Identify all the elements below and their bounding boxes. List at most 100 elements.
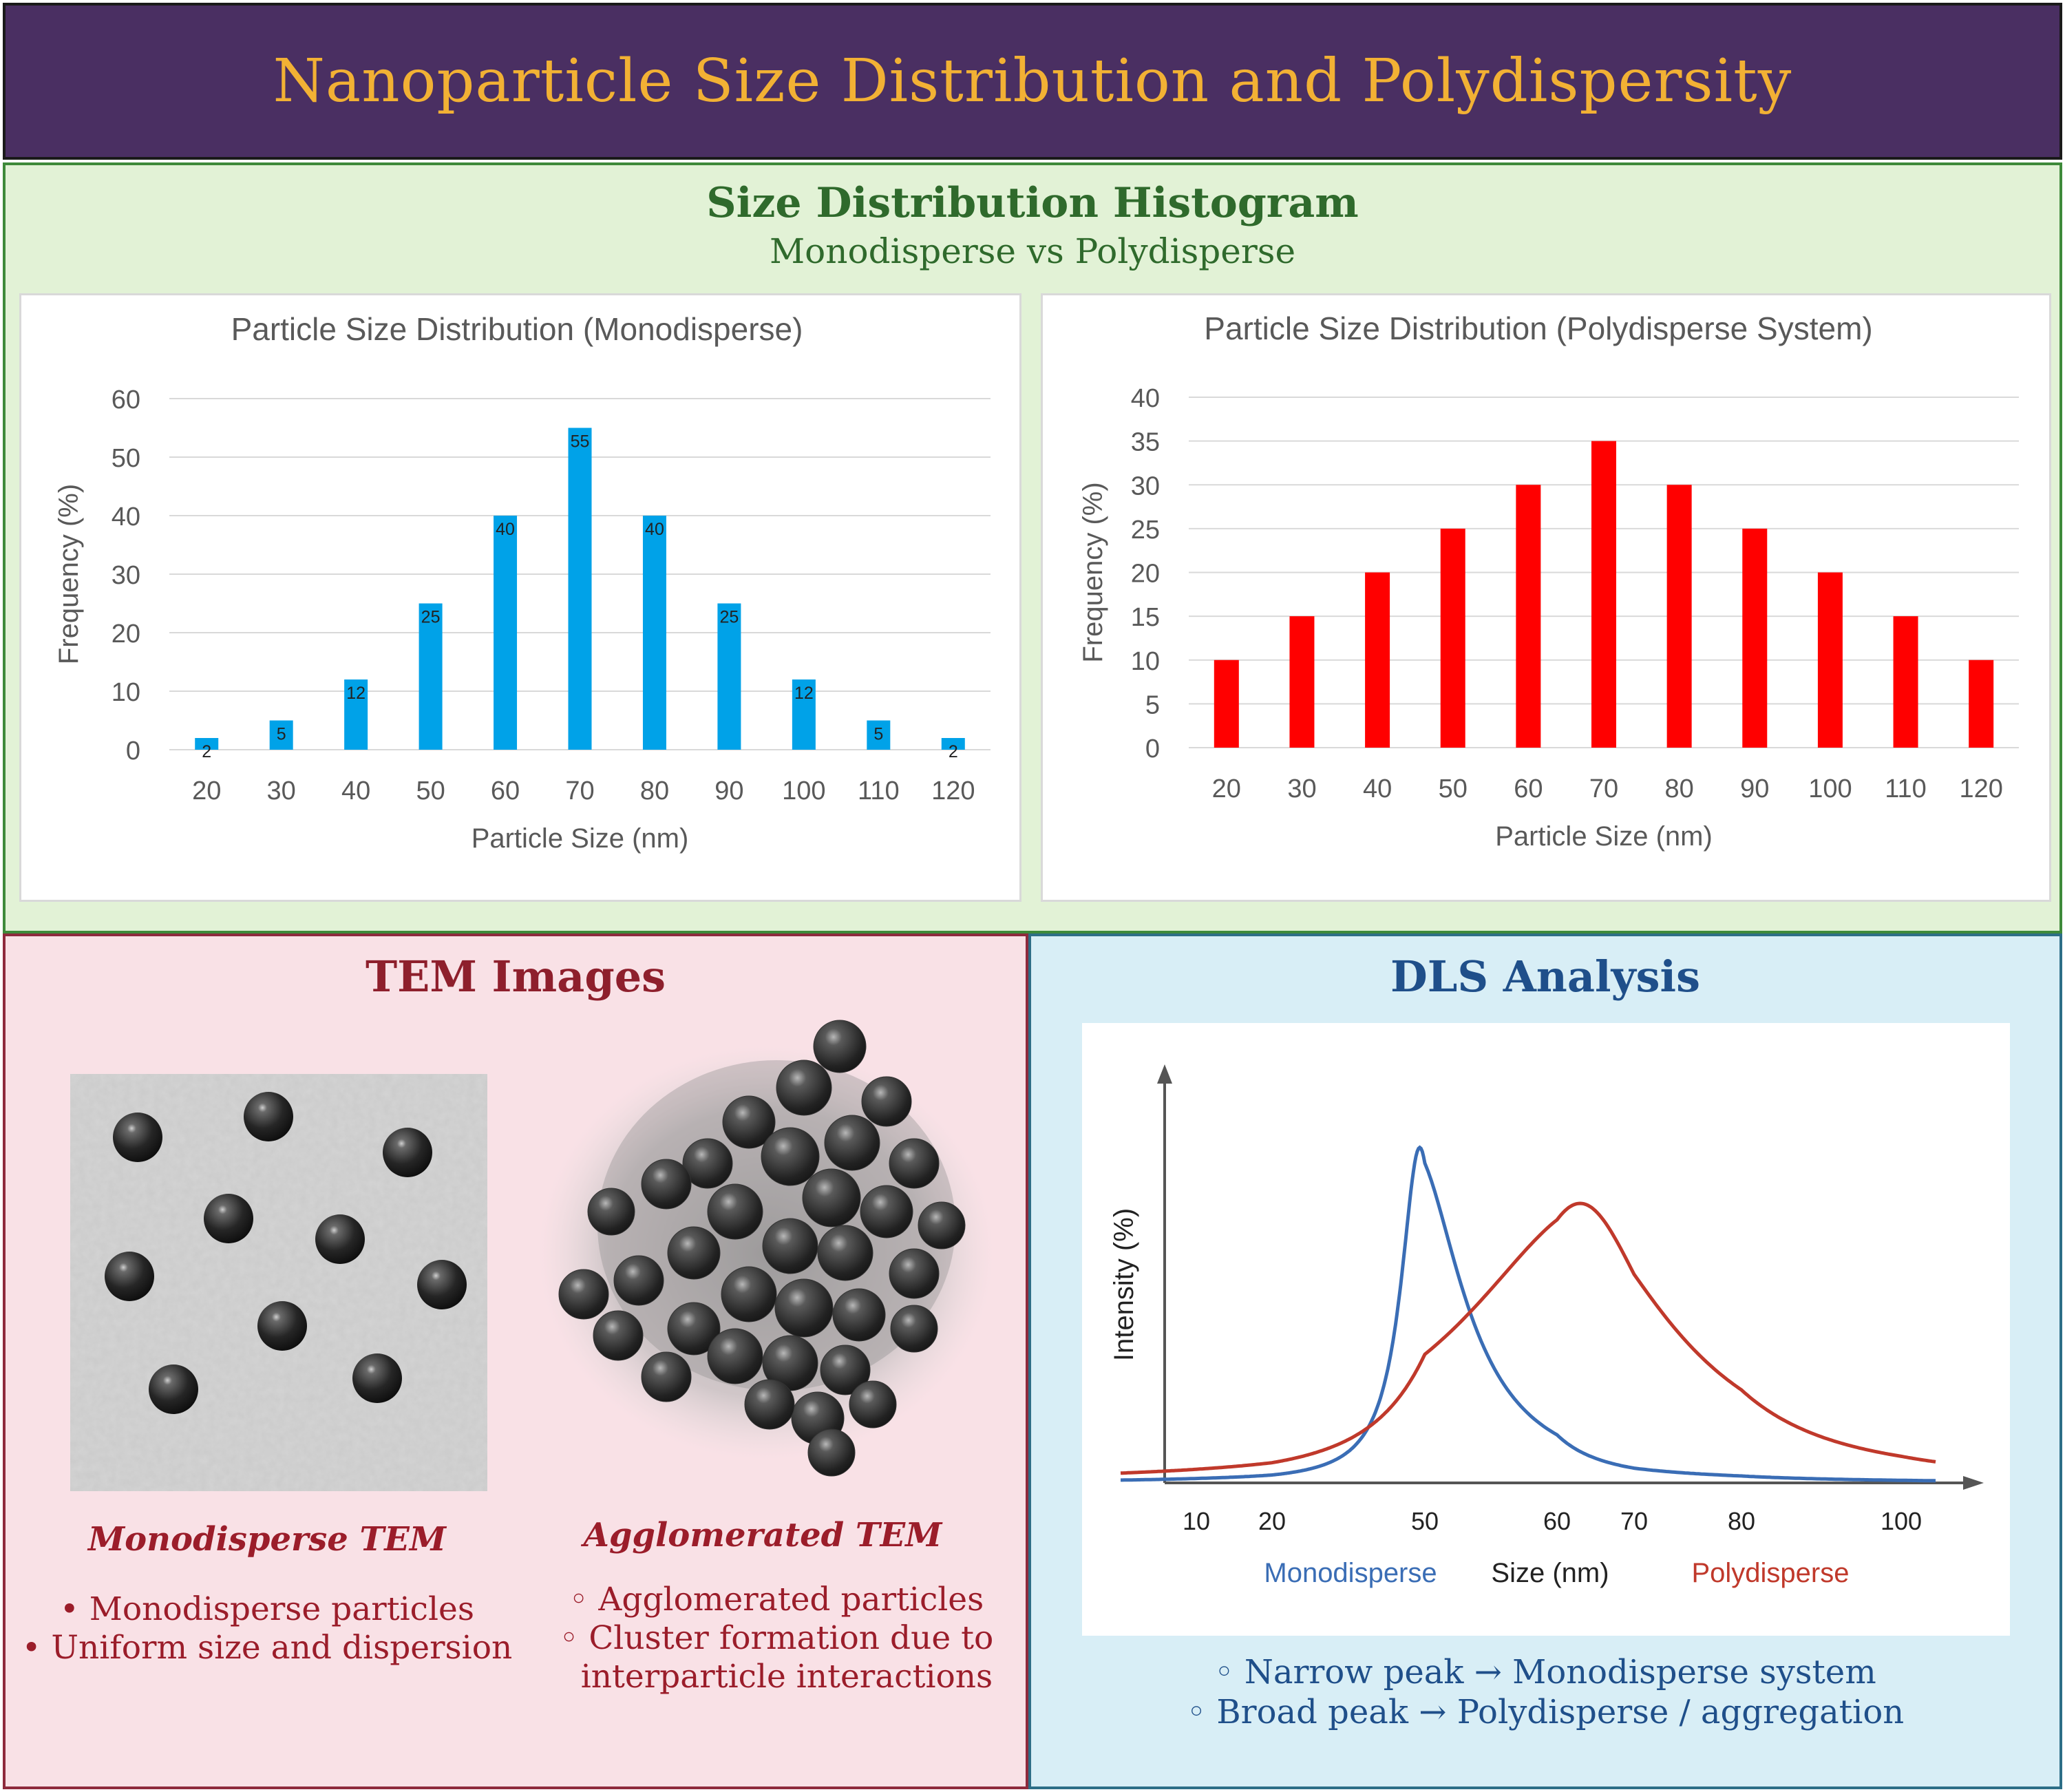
histogram-section-title: Size Distribution Histogram [706,179,1359,227]
bar [642,516,666,750]
y-tick-label: 30 [1131,472,1160,500]
y-tick-label: 10 [1131,647,1160,676]
bar [568,428,592,750]
agglomerated-tem-image [539,1020,993,1477]
agglomerated-particle [918,1201,966,1250]
particle [105,1252,154,1301]
bar [1516,485,1541,748]
x-tick-label: 80 [1728,1507,1755,1535]
series-line [1120,1201,1936,1475]
agglomerated-particle [817,1225,873,1281]
x-tick-label: 10 [1183,1507,1210,1535]
bar [1893,616,1918,748]
bar [792,679,816,750]
bar [1289,616,1315,748]
data-label: 40 [645,520,664,539]
agg-point-1: Agglomerated particles [598,1581,984,1619]
bar [1440,528,1465,748]
agglomerated-particle [667,1302,721,1356]
dls-chart: 10 20 50 60 70 80 100 Intensity (%) Monodisperse… [1109,1064,1984,1588]
x-tick-label: 40 [341,777,370,805]
data-label: 2 [949,742,958,761]
agglomerated-particle [558,1269,609,1320]
particle [417,1260,467,1309]
agglomerated-particle [707,1328,763,1384]
x-tick-label: 20 [1212,774,1241,803]
bar [1666,485,1692,748]
agglomerated-particle [721,1266,777,1322]
data-label: 5 [873,725,883,744]
legend-monodisperse: Monodisperse [1264,1558,1437,1588]
agglomerated-particle [587,1188,635,1236]
x-tick-label: 60 [1543,1507,1571,1535]
dls-point-2: Broad peak → Polydisperse / aggregation [1216,1693,1905,1731]
particle [149,1364,198,1414]
data-label: 55 [571,432,590,452]
list-item: • Monodisperse particles [60,1590,474,1628]
bar [1214,660,1239,748]
y-tick-label: 15 [1131,603,1160,632]
legend-polydisperse: Polydisperse [1691,1558,1849,1588]
agglomerated-particle [889,1138,940,1189]
agglomerated-particle [807,1429,856,1477]
page-title: Nanoparticle Size Distribution and Polyd… [273,47,1792,116]
x-tick-label: 50 [416,777,445,805]
particle [204,1194,253,1243]
y-axis-label: Frequency (%) [54,484,84,664]
dls-points-list: ◦ Narrow peak → Monodisperse system ◦ Br… [1031,1652,2059,1732]
x-tick-label: 90 [1740,774,1769,803]
x-tick-label: 50 [1411,1507,1439,1535]
x-tick-label: 40 [1363,774,1392,803]
particle [244,1092,293,1141]
bar [941,738,965,750]
tem-section-title: TEM Images [365,951,666,1002]
histogram-section: Size Distribution Histogram Monodisperse… [3,162,2062,934]
agglomerated-particle [824,1115,880,1171]
data-label: 12 [346,684,366,703]
agglomerated-particle [890,1305,938,1353]
x-tick-label: 100 [1808,774,1852,803]
list-item: ◦ Agglomerated particles [569,1581,984,1619]
y-tick-label: 0 [1145,735,1160,763]
list-item: interparticle interactions [529,1658,1024,1696]
x-tick-label: 100 [782,777,825,805]
x-tick-label: 70 [1620,1507,1648,1535]
mono-chart-card: Particle Size Distribution (Monodisperse… [19,293,1021,902]
x-tick-label: 80 [640,777,669,805]
y-tick-label: 20 [1131,560,1160,589]
y-tick-label: 50 [112,444,140,473]
chart-title: Particle Size Distribution (Polydisperse… [1204,310,1872,346]
x-tick-label: 60 [491,777,520,805]
agglomerated-particle [641,1159,692,1210]
y-tick-label: 20 [112,620,140,649]
agglomerated-particle [820,1345,871,1395]
list-item: ◦ Broad peak → Polydisperse / aggregatio… [1186,1693,1905,1731]
bar [195,738,219,750]
monodisperse-tem-image [70,1074,487,1491]
list-item: ◦ Narrow peak → Monodisperse system [1214,1653,1876,1691]
agglomerated-particle [593,1310,644,1361]
y-tick-label: 30 [112,561,140,590]
agg-point-2: Cluster formation due to [589,1619,994,1657]
y-tick-label: 0 [126,737,140,766]
agglomerated-particle [802,1168,861,1227]
title-bar: Nanoparticle Size Distribution and Polyd… [3,3,2062,160]
y-tick-label: 35 [1131,428,1160,457]
agglomerated-particle [861,1076,912,1127]
y-axis-label: Frequency (%) [1078,482,1108,662]
bar [269,720,293,750]
data-label: 25 [720,608,739,627]
tem-section: TEM Images [3,934,1028,1789]
x-tick-label: 30 [1287,774,1316,803]
agglomerated-particle [707,1183,763,1240]
x-tick-label: 70 [1589,774,1618,803]
x-tick-label: 90 [714,777,743,805]
bar [494,516,518,750]
data-label: 5 [277,725,286,744]
dls-chart-card: 10 20 50 60 70 80 100 Intensity (%) Monodisperse… [1082,1023,2010,1636]
agg-tem-caption: Agglomerated TEM [583,1516,942,1554]
agglomerated-particle [813,1020,867,1073]
mono-tem-caption: Monodisperse TEM [88,1520,446,1559]
x-tick-label: 70 [565,777,594,805]
x-tick-label: 100 [1881,1507,1922,1535]
